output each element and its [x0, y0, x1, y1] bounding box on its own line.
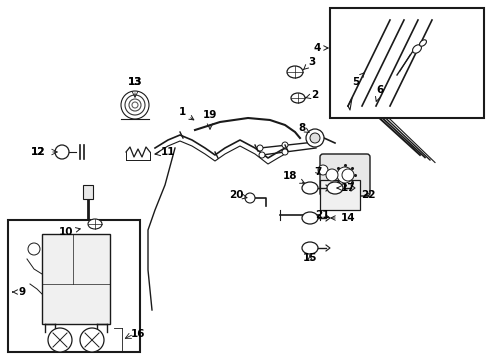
Circle shape	[305, 129, 324, 147]
Text: 9: 9	[13, 287, 25, 297]
Text: 13: 13	[127, 77, 142, 87]
Ellipse shape	[88, 219, 102, 229]
Circle shape	[336, 167, 352, 183]
Circle shape	[80, 328, 104, 352]
Ellipse shape	[412, 45, 421, 53]
Circle shape	[259, 152, 264, 158]
Text: 12: 12	[31, 147, 45, 157]
Text: 11: 11	[155, 147, 175, 157]
Circle shape	[28, 243, 40, 255]
Text: 6: 6	[375, 85, 383, 102]
Text: 4: 4	[313, 43, 327, 53]
Bar	[319, 180, 359, 210]
Circle shape	[317, 165, 327, 175]
Bar	[8, 220, 140, 352]
Circle shape	[282, 142, 287, 148]
Text: 5: 5	[352, 73, 364, 87]
Text: 10: 10	[59, 227, 80, 237]
Circle shape	[244, 193, 254, 203]
Ellipse shape	[302, 212, 317, 224]
Text: 19: 19	[203, 110, 217, 120]
Ellipse shape	[302, 182, 317, 194]
Text: 20: 20	[228, 190, 246, 200]
Text: 8: 8	[298, 123, 308, 133]
Text: 17: 17	[336, 183, 355, 193]
Text: 3: 3	[303, 57, 315, 69]
Ellipse shape	[290, 93, 305, 103]
Text: 7: 7	[314, 167, 321, 177]
Ellipse shape	[419, 40, 426, 46]
Circle shape	[282, 149, 287, 155]
Text: 18: 18	[282, 171, 304, 183]
Text: 22: 22	[360, 190, 374, 200]
FancyBboxPatch shape	[319, 154, 369, 196]
Circle shape	[309, 133, 319, 143]
Text: 21: 21	[314, 210, 328, 220]
Text: 15: 15	[302, 253, 317, 263]
Text: 1: 1	[178, 107, 193, 120]
Text: 12: 12	[31, 147, 45, 157]
Circle shape	[48, 328, 72, 352]
Text: 2: 2	[305, 90, 318, 100]
Circle shape	[55, 145, 69, 159]
Circle shape	[257, 145, 263, 151]
Circle shape	[325, 169, 337, 181]
Bar	[42, 234, 110, 324]
Ellipse shape	[286, 66, 303, 78]
Bar	[329, 8, 483, 118]
Text: 14: 14	[330, 213, 355, 223]
Circle shape	[341, 169, 353, 181]
Text: 13: 13	[127, 77, 142, 87]
Ellipse shape	[302, 242, 317, 254]
Bar	[83, 185, 93, 199]
Ellipse shape	[326, 182, 342, 194]
Text: 16: 16	[130, 329, 145, 339]
